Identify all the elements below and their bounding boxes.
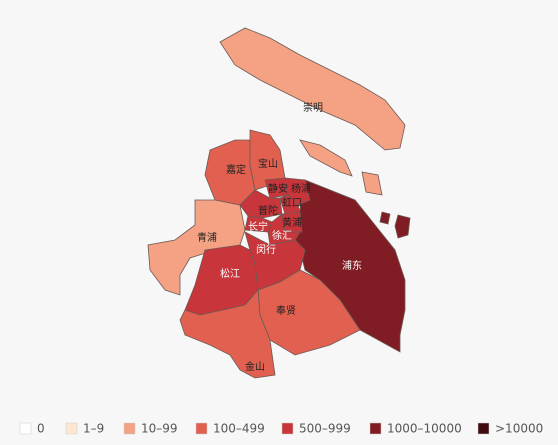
- region[interactable]: [179, 289, 276, 379]
- region[interactable]: [299, 139, 353, 177]
- region-label: 静安: [268, 182, 288, 195]
- legend-label: 10–99: [141, 422, 178, 436]
- region-label: 崇明: [303, 102, 323, 114]
- legend-swatch: [369, 422, 382, 435]
- region-label: 虹口: [282, 197, 302, 209]
- legend-swatch: [477, 422, 490, 435]
- legend: 0 1–9 10–99 100–499 500–999 1000–10000 >10000: [19, 422, 543, 436]
- legend-label: 1–9: [83, 422, 104, 436]
- region-label: 浦东: [342, 259, 362, 272]
- region[interactable]: [147, 199, 246, 296]
- legend-label: 1000–10000: [387, 422, 462, 436]
- legend-label: 500–999: [299, 422, 351, 436]
- region-label: 长宁: [248, 220, 268, 233]
- legend-swatch: [19, 422, 32, 435]
- region-label: 徐汇: [272, 229, 292, 242]
- region-label: 嘉定: [226, 163, 246, 176]
- legend-label: 100–499: [213, 422, 265, 436]
- region[interactable]: [267, 213, 301, 246]
- region-label: 宝山: [258, 157, 278, 170]
- legend-label: >10000: [495, 422, 543, 436]
- region-label: 黄浦: [282, 216, 302, 229]
- region-label: 闵行: [256, 243, 276, 256]
- region[interactable]: [361, 171, 383, 196]
- legend-swatch: [123, 422, 136, 435]
- region[interactable]: [244, 215, 273, 233]
- region[interactable]: [394, 214, 411, 239]
- region-label: 杨浦: [291, 182, 311, 195]
- region-label: 金山: [245, 360, 265, 373]
- region-label: 普陀: [258, 204, 278, 217]
- region-label: 青浦: [197, 231, 217, 244]
- legend-swatch: [281, 422, 294, 435]
- legend-label: 0: [37, 422, 45, 436]
- region[interactable]: [379, 211, 391, 225]
- region[interactable]: [219, 27, 406, 151]
- legend-swatch: [65, 422, 78, 435]
- region-label: 松江: [220, 267, 240, 280]
- region-label: 奉贤: [276, 304, 296, 317]
- legend-swatch: [195, 422, 208, 435]
